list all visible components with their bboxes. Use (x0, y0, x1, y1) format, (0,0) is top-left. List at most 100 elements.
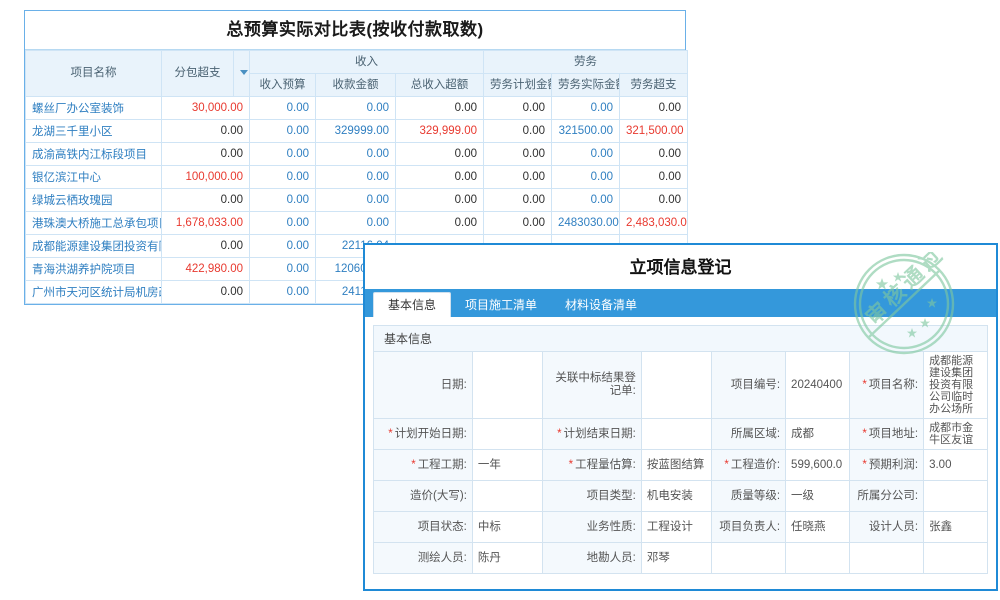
cell-income-budget: 0.00 (249, 142, 316, 166)
cell-income-over: 0.00 (395, 211, 484, 235)
label-quantity-estimate: * 工程量估算: (541, 449, 642, 481)
cell-income-over: 0.00 (395, 142, 484, 166)
label-project-manager: 项目负责人: (710, 511, 787, 543)
cell-sub-overrun: 0.00 (161, 142, 250, 166)
table-row[interactable]: 成渝高铁内江标段项目 0.00 0.00 0.00 0.00 0.00 0.00 0.00 (25, 142, 688, 166)
cell-labor-plan: 0.00 (483, 96, 552, 120)
cell-sub-overrun: 30,000.00 (161, 96, 250, 120)
cell-sub-overrun: 0.00 (161, 119, 250, 143)
value-project-type[interactable]: 机电安装 (640, 480, 712, 512)
label-cost-in-words: 造价(大写): (373, 480, 473, 512)
cell-project-name[interactable]: 绿城云栖玫瑰园 (25, 188, 162, 212)
value-business-nature[interactable]: 工程设计 (640, 511, 712, 543)
form-row-5: 项目状态: 中标 业务性质: 工程设计 项目负责人: 任晓燕 设计人员: 张鑫 (373, 511, 988, 543)
label-project-code: 项目编号: (710, 351, 787, 419)
form-row-4: 造价(大写): 项目类型: 机电安装 质量等级: 一级 所属分公司: (373, 480, 988, 512)
cell-income-received: 0.00 (315, 96, 396, 120)
value-project-status[interactable]: 中标 (471, 511, 543, 543)
table-group-header-row: 项目名称 分包超支 收入 劳务 (25, 50, 688, 97)
budget-comparison-table: 项目名称 分包超支 收入 劳务 收入预算 收款金额 总收入超额 劳务计划金额 劳… (25, 50, 688, 304)
cell-income-over: 0.00 (395, 188, 484, 212)
value-date[interactable] (471, 351, 543, 419)
cell-income-over: 0.00 (395, 96, 484, 120)
value-duration[interactable]: 一年 (471, 449, 543, 481)
empty-cell-3 (848, 542, 925, 574)
value-project-name[interactable]: 成都能源建设集团投资有限公司临时办公场所 (923, 351, 988, 419)
value-branch-company[interactable] (923, 480, 988, 512)
label-designer: 设计人员: (848, 511, 925, 543)
tab-material-equipment-list[interactable]: 材料设备清单 (565, 298, 638, 312)
value-expected-profit[interactable]: 3.00 (923, 449, 988, 481)
required-marker: * (411, 458, 416, 471)
col-labor-over[interactable]: 劳务超支 (619, 73, 688, 97)
cell-labor-plan: 0.00 (483, 142, 552, 166)
label-project-name: * 项目名称: (848, 351, 925, 419)
cell-sub-overrun: 0.00 (161, 188, 250, 212)
label-project-cost: * 工程造价: (710, 449, 787, 481)
table-row[interactable]: 银亿滨江中心 100,000.00 0.00 0.00 0.00 0.00 0.00 0.00 (25, 165, 688, 189)
cell-labor-over: 2,483,030.00 (619, 211, 688, 235)
col-income-received[interactable]: 收款金额 (315, 73, 396, 97)
cell-project-name[interactable]: 广州市天河区统计局机房改造 (25, 280, 162, 304)
cell-labor-actual: 0.00 (551, 96, 620, 120)
cell-labor-actual: 0.00 (551, 188, 620, 212)
table-row[interactable]: 港珠澳大桥施工总承包项目 1,678,033.00 0.00 0.00 0.00 0.00… (25, 211, 688, 235)
tab-construction-list[interactable]: 项目施工清单 (465, 298, 538, 312)
cell-sub-overrun: 422,980.00 (161, 257, 250, 281)
required-marker: * (557, 427, 562, 440)
col-income-over[interactable]: 总收入超额 (395, 73, 484, 97)
empty-cell-4 (923, 542, 988, 574)
value-quantity-estimate[interactable]: 按蓝图结算 (640, 449, 712, 481)
cell-income-budget: 0.00 (249, 234, 316, 258)
table-row[interactable]: 龙湖三千里小区 0.00 0.00 329999.00 329,999.00 0.00 32… (25, 119, 688, 143)
cell-project-name[interactable]: 螺丝厂办公室装饰 (25, 96, 162, 120)
value-linked-bid-result[interactable] (640, 351, 712, 419)
label-duration: * 工程工期: (373, 449, 473, 481)
tab-basic-info[interactable]: 基本信息 (373, 292, 452, 317)
cell-labor-over: 0.00 (619, 188, 688, 212)
col-income-budget[interactable]: 收入预算 (249, 73, 316, 97)
group-header-labor: 劳务 (483, 50, 688, 74)
cell-project-name[interactable]: 成渝高铁内江标段项目 (25, 142, 162, 166)
cell-income-budget: 0.00 (249, 257, 316, 281)
cell-labor-over: 0.00 (619, 96, 688, 120)
cell-labor-actual: 321500.00 (551, 119, 620, 143)
value-cost-in-words[interactable] (471, 480, 543, 512)
required-marker: * (862, 378, 867, 391)
cell-project-name[interactable]: 港珠澳大桥施工总承包项目 (25, 211, 162, 235)
value-project-manager[interactable]: 任晓燕 (785, 511, 850, 543)
report-title: 总预算实际对比表(按收付款取数) (25, 11, 685, 50)
cell-sub-overrun: 0.00 (161, 280, 250, 304)
sort-caret-down-icon[interactable] (233, 50, 250, 97)
label-quality-level: 质量等级: (710, 480, 787, 512)
cell-project-name[interactable]: 成都能源建设集团投资有限公 (25, 234, 162, 258)
value-geologist[interactable]: 邓琴 (640, 542, 712, 574)
label-expected-profit: * 预期利润: (848, 449, 925, 481)
cell-project-name[interactable]: 龙湖三千里小区 (25, 119, 162, 143)
table-header-row: 收入预算 收款金额 总收入超额 劳务计划金额 劳务实际金额 劳务超支 (26, 73, 688, 97)
cell-sub-overrun: 100,000.00 (161, 165, 250, 189)
value-project-code[interactable]: 20240400 (785, 351, 850, 419)
col-labor-actual[interactable]: 劳务实际金额 (551, 73, 620, 97)
col-project-name[interactable]: 项目名称 (25, 50, 162, 97)
value-plan-end[interactable] (640, 418, 712, 450)
form-tabstrip: 基本信息 项目施工清单 材料设备清单 (365, 289, 996, 317)
cell-project-name[interactable]: 青海洪湖养护院项目 (25, 257, 162, 281)
required-marker: * (568, 458, 574, 471)
value-designer[interactable]: 张鑫 (923, 511, 988, 543)
cell-labor-plan: 0.00 (483, 165, 552, 189)
cell-labor-plan: 0.00 (483, 188, 552, 212)
value-project-cost[interactable]: 599,600.0 (785, 449, 850, 481)
value-quality-level[interactable]: 一级 (785, 480, 850, 512)
cell-project-name[interactable]: 银亿滨江中心 (25, 165, 162, 189)
value-plan-start[interactable] (471, 418, 543, 450)
cell-income-received: 0.00 (315, 188, 396, 212)
value-surveyor[interactable]: 陈丹 (471, 542, 543, 574)
table-row[interactable]: 螺丝厂办公室装饰 30,000.00 0.00 0.00 0.00 0.00 0.00 0.0… (25, 96, 688, 120)
col-labor-plan[interactable]: 劳务计划金额 (483, 73, 552, 97)
value-project-address[interactable]: 成都市金牛区友谊 (923, 418, 988, 450)
cell-income-received: 0.00 (315, 165, 396, 189)
value-region[interactable]: 成都 (785, 418, 850, 450)
col-sub-overrun[interactable]: 分包超支 (161, 50, 234, 97)
table-row[interactable]: 绿城云栖玫瑰园 0.00 0.00 0.00 0.00 0.00 0.00 0.00 (25, 188, 688, 212)
